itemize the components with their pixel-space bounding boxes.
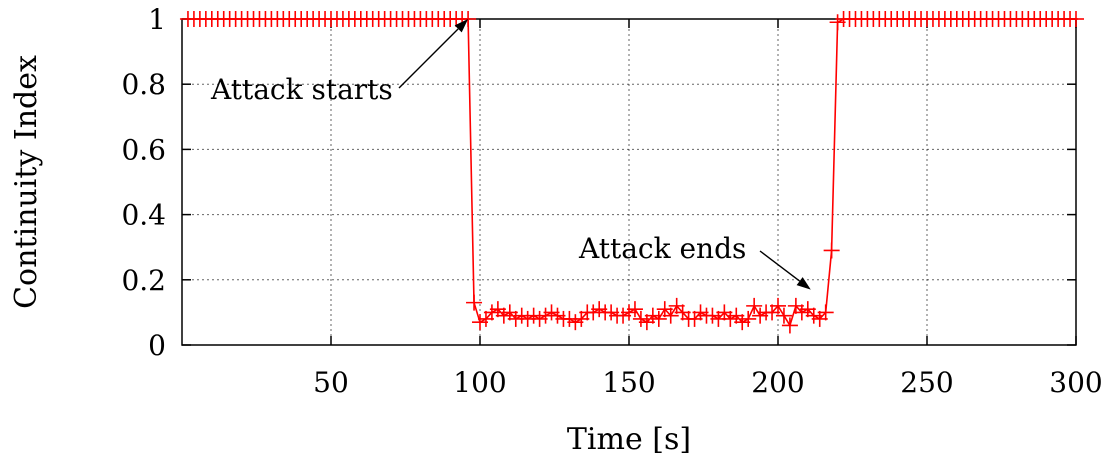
annotation-arrowhead [796, 277, 811, 290]
data-point [746, 297, 763, 314]
data-point [775, 307, 792, 324]
y-axis-label: Continuity Index [9, 55, 44, 309]
data-point [650, 310, 667, 327]
y-tick-label: 0 [148, 329, 166, 362]
annotation-layer: Attack starts Attack ends [210, 19, 811, 290]
x-tick-label: 150 [602, 366, 655, 399]
x-tick-label: 100 [453, 366, 506, 399]
x-tick-label: 300 [1049, 366, 1102, 399]
y-tick-label: 0.4 [121, 199, 166, 232]
y-tick-label: 0.8 [121, 68, 166, 101]
data-point [781, 317, 798, 334]
data-point [817, 304, 834, 321]
annotation-arrowhead [454, 19, 469, 33]
data-point [740, 310, 757, 327]
data-point [626, 301, 643, 318]
data-point [770, 297, 786, 314]
annotation-label: Attack ends [578, 232, 746, 265]
x-axis-label: Time [s] [567, 422, 691, 457]
grid-layer [182, 19, 1076, 345]
y-tick-label: 0.6 [121, 133, 166, 166]
y-tick-label: 1 [148, 3, 166, 36]
annotation-label: Attack starts [210, 73, 393, 106]
annotation-arrow [759, 250, 801, 282]
x-tick-label: 50 [313, 366, 349, 399]
x-tick-label: 200 [751, 366, 804, 399]
x-tick-label: 250 [900, 366, 953, 399]
series-layer [179, 11, 1084, 334]
data-point [662, 307, 679, 324]
annotation-arrow [398, 28, 459, 89]
data-point [1068, 11, 1084, 27]
y-tick-label: 0.2 [121, 264, 166, 297]
plot-frame [181, 18, 1077, 346]
data-point [823, 242, 840, 259]
data-point [466, 294, 483, 311]
